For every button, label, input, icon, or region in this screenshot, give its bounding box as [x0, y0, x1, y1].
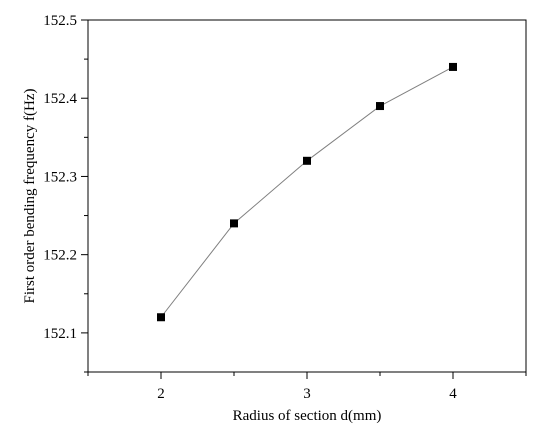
- data-point: [230, 219, 238, 228]
- series-layer: [157, 62, 457, 322]
- plot-frame: [87, 19, 527, 373]
- y-tick-label: 152.4: [43, 91, 77, 107]
- y-axis-title: First order bending frequency f(Hz): [22, 89, 38, 304]
- data-point: [376, 102, 384, 111]
- y-tick-label: 152.5: [43, 13, 77, 29]
- data-point: [449, 62, 457, 71]
- plot-area: 2 3 4 152.1 152.2 152.3 152.4 152.5: [43, 13, 527, 402]
- x-tick-label: 2: [157, 386, 165, 402]
- x-axis-title: Radius of section d(mm): [233, 408, 382, 424]
- x-tick-label: 4: [449, 386, 457, 402]
- x-tick-label: 3: [303, 386, 311, 402]
- y-tick-label: 152.2: [43, 248, 77, 264]
- data-point: [157, 313, 165, 322]
- y-tick-label: 152.3: [43, 169, 77, 185]
- y-axis-ticks: 152.1 152.2 152.3 152.4 152.5: [43, 13, 88, 373]
- data-point: [303, 156, 311, 165]
- x-axis-ticks: 2 3 4: [87, 372, 527, 402]
- series-line: [160, 66, 454, 318]
- y-tick-label: 152.1: [43, 326, 77, 342]
